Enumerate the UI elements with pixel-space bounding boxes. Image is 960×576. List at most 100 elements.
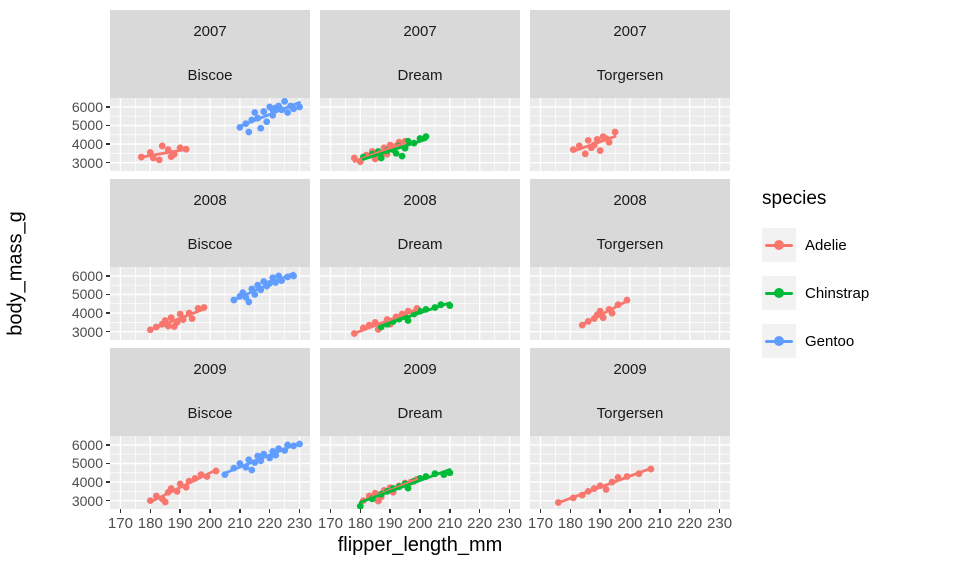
facet-year-label: 2008 — [613, 192, 647, 209]
x-tick-mark — [599, 509, 601, 513]
smooth-line-adelie — [139, 147, 188, 159]
facet-panel-2008-dream — [320, 267, 520, 340]
data-point-gentoo — [284, 109, 292, 116]
facet-panel-2009-torgersen — [530, 436, 730, 509]
legend-title: species — [762, 188, 827, 209]
legend-item-adelie: Adelie — [762, 228, 869, 262]
facet-panel-2009-dream — [320, 436, 520, 509]
smooth-line-adelie — [580, 299, 629, 327]
smooth-line-chinstrap — [361, 137, 428, 161]
y-tick-label: 5000 — [71, 455, 103, 472]
smooth-line-adelie — [571, 135, 617, 153]
x-tick-mark — [329, 509, 332, 513]
facet-year-label: 2009 — [193, 361, 227, 378]
data-point-adelie — [602, 486, 610, 493]
y-tick-label: 3000 — [71, 154, 103, 171]
facet-panel-2009-biscoe — [110, 436, 310, 509]
data-point-adelie — [611, 128, 619, 136]
x-tick-mark — [449, 509, 451, 513]
x-tick-label: 220 — [677, 515, 703, 532]
y-tick-mark — [106, 499, 110, 502]
data-point-gentoo — [263, 118, 271, 126]
facet-strip: 2007 Biscoe — [110, 10, 310, 98]
smooth-line-gentoo — [223, 441, 301, 475]
data-point-adelie — [584, 136, 592, 144]
facet-year-label: 2008 — [193, 192, 227, 209]
y-tick-label: 6000 — [71, 98, 103, 115]
legend-key-adelie — [762, 228, 796, 262]
x-tick-label: 190 — [587, 515, 613, 532]
data-point-adelie — [167, 314, 175, 322]
x-tick-mark — [268, 509, 271, 513]
x-tick-mark — [298, 509, 301, 513]
data-point-adelie — [581, 150, 589, 158]
y-tick-mark — [106, 481, 110, 483]
legend-label: Chinstrap — [805, 284, 870, 302]
smooth-line-chinstrap — [358, 468, 452, 504]
smooth-line-gentoo — [238, 101, 301, 128]
y-tick-mark — [106, 124, 110, 127]
x-tick-mark — [389, 509, 391, 513]
x-tick-label: 170 — [107, 515, 133, 532]
facet-strip: 2009 Dream — [320, 348, 520, 436]
facet-panel-2007-torgersen — [530, 98, 730, 171]
x-tick-mark — [508, 509, 511, 513]
legend-items: Adelie Chinstrap Gentoo — [762, 228, 869, 358]
smooth-line-gentoo — [232, 271, 295, 302]
smooth-line-adelie — [148, 468, 218, 504]
x-tick-mark — [539, 509, 542, 513]
facet-year-label: 2009 — [403, 361, 437, 378]
y-tick-label: 5000 — [71, 286, 103, 303]
facet-year-label: 2007 — [613, 23, 647, 40]
x-tick-mark — [149, 509, 152, 513]
facet-strip: 2009 Biscoe — [110, 348, 310, 436]
x-tick-label: 220 — [467, 515, 493, 532]
x-tick-mark — [688, 509, 691, 513]
facet-island-label: Biscoe — [187, 236, 233, 253]
facet-year-label: 2007 — [193, 23, 227, 40]
data-point-chinstrap — [398, 152, 406, 160]
data-point-gentoo — [260, 108, 268, 115]
facet-strip: 2007 Dream — [320, 10, 520, 98]
legend-key-gentoo — [762, 324, 796, 358]
x-tick-mark — [209, 509, 211, 513]
facet-year-label: 2009 — [613, 361, 647, 378]
y-tick-mark — [106, 143, 110, 145]
y-tick-label: 6000 — [71, 436, 103, 453]
y-tick-mark — [106, 312, 110, 314]
x-tick-label: 230 — [707, 515, 733, 532]
data-point-adelie — [596, 147, 604, 154]
x-tick-mark — [659, 509, 661, 513]
data-point-gentoo — [290, 105, 297, 113]
y-tick-label: 3000 — [71, 323, 103, 340]
facet-island-label: Torgersen — [596, 236, 664, 253]
x-tick-label: 210 — [437, 515, 463, 532]
data-point-gentoo — [248, 466, 256, 474]
facet-strip: 2008 Biscoe — [110, 179, 310, 267]
data-point-adelie — [188, 315, 196, 323]
legend-key-chinstrap — [762, 276, 796, 310]
facet-island-label: Biscoe — [187, 405, 233, 422]
x-tick-mark — [239, 509, 241, 513]
facet-panel-2008-torgersen — [530, 267, 730, 340]
facet-island-label: Torgersen — [596, 405, 664, 422]
x-tick-mark — [478, 509, 481, 513]
y-tick-label: 4000 — [71, 136, 103, 153]
y-tick-mark — [106, 330, 110, 333]
legend-key-dot-icon — [774, 336, 784, 346]
data-point-gentoo — [257, 124, 265, 132]
legend-key-dot-icon — [774, 240, 784, 250]
data-point-adelie — [176, 310, 184, 318]
x-tick-label: 190 — [377, 515, 403, 532]
x-tick-label: 220 — [257, 515, 283, 532]
y-tick-label: 4000 — [71, 474, 103, 491]
y-tick-mark — [106, 293, 110, 296]
data-point-chinstrap — [422, 133, 430, 141]
x-tick-label: 190 — [167, 515, 193, 532]
data-point-gentoo — [245, 298, 253, 306]
facet-panel-2008-biscoe — [110, 267, 310, 340]
x-tick-label: 180 — [347, 515, 373, 532]
y-tick-label: 6000 — [71, 267, 103, 284]
x-tick-mark — [359, 509, 362, 513]
